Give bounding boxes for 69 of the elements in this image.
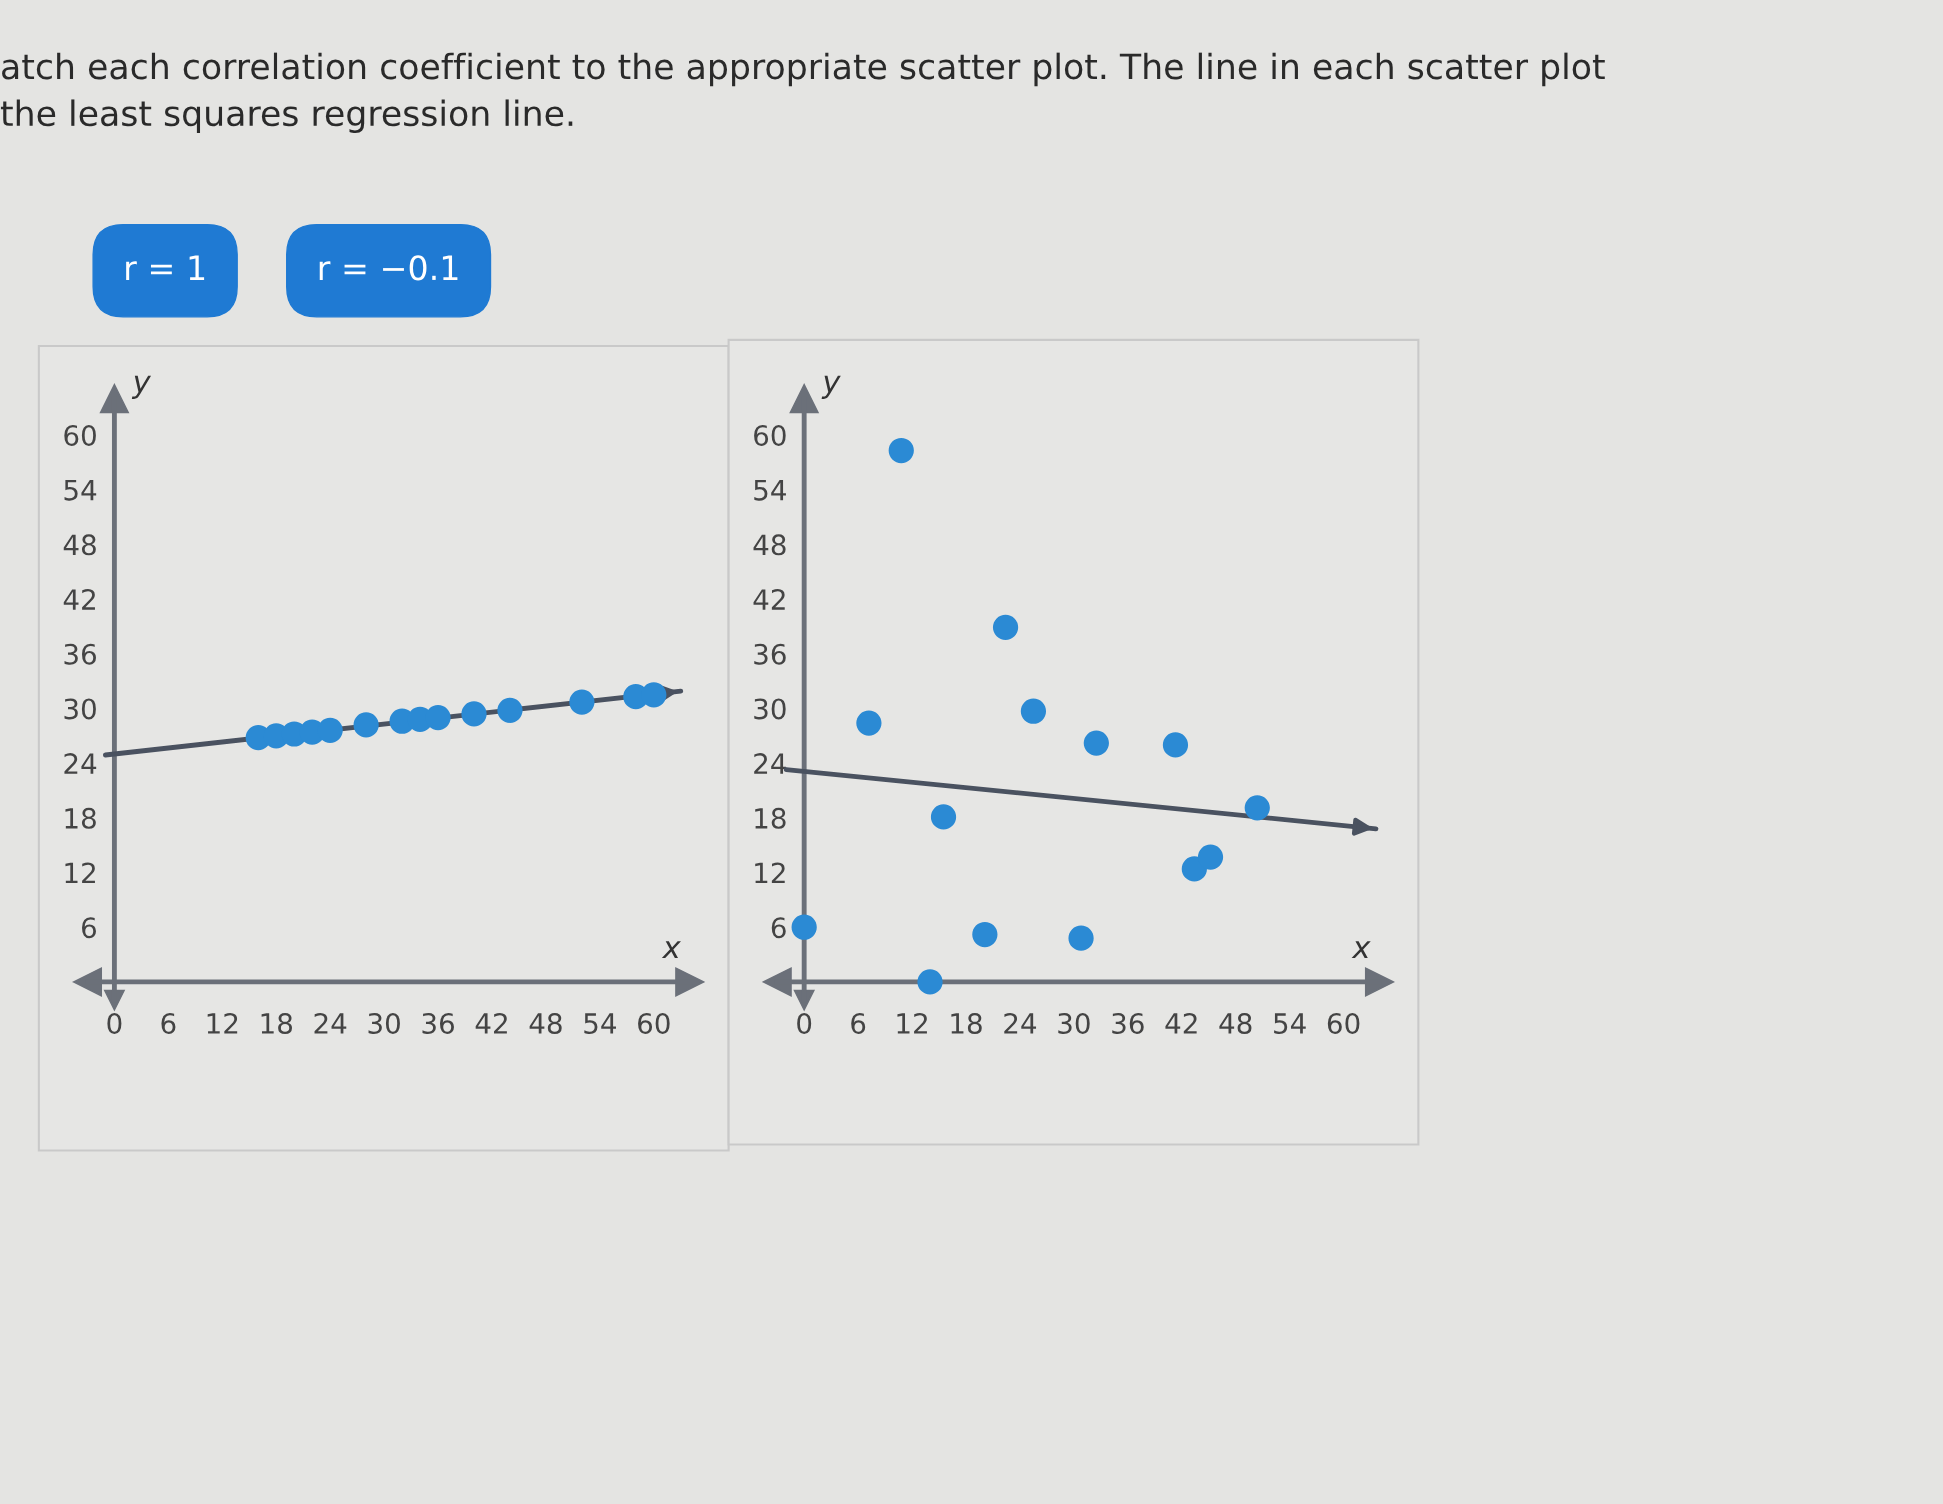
x-tick-label: 24: [1004, 1012, 1037, 1034]
point: [461, 701, 487, 727]
x-tick-label: 48: [1219, 1012, 1252, 1034]
point: [1197, 844, 1224, 870]
y-tick-label: 12: [755, 862, 785, 884]
point: [425, 704, 451, 731]
x-tick-label: 6: [161, 1012, 176, 1034]
y-tick-label: 30: [754, 698, 786, 720]
x-tick-label: 24: [314, 1012, 347, 1034]
text: atch each correlation coefficient to the appropriate scatter plot. The line in each scatter plot the least squares regression line.: [0, 52, 1605, 134]
text: r = 1: [126, 255, 205, 280]
y-tick-label: 6: [771, 917, 786, 939]
x-tick-label: 54: [584, 1013, 616, 1034]
x-tick-label: 6: [851, 1012, 866, 1034]
y-tick-label: 60: [64, 424, 96, 446]
y-tick-label: 18: [65, 807, 96, 829]
point: [353, 712, 379, 738]
x-axis-title: x: [661, 941, 681, 959]
x-tick-label: 0: [107, 1012, 122, 1034]
y-tick-label: 48: [753, 534, 786, 556]
point: [641, 682, 667, 708]
y-tick-label: 36: [64, 643, 96, 665]
x-tick-label: 30: [368, 1012, 400, 1034]
y-tick-label: 54: [64, 480, 97, 501]
point: [317, 717, 343, 743]
point: [992, 614, 1019, 640]
x-tick-label: 0: [797, 1012, 812, 1034]
x-tick-label: 12: [897, 1012, 927, 1034]
point: [791, 914, 817, 940]
y-tick-label: 42: [63, 589, 95, 610]
y-tick-label: 42: [753, 589, 785, 610]
point: [497, 697, 523, 723]
x-axis-title: x: [1351, 941, 1371, 959]
y-tick-label: 12: [65, 862, 95, 884]
point: [1020, 698, 1047, 724]
x-tick-label: 54: [1274, 1013, 1306, 1034]
point: [1162, 732, 1189, 758]
point: [1068, 925, 1094, 951]
point: [1244, 795, 1270, 821]
point: [569, 689, 595, 715]
y-axis-title: y: [821, 375, 841, 399]
x-tick-label: 42: [1165, 1012, 1197, 1034]
y-tick-label: 48: [63, 534, 96, 556]
point: [930, 804, 957, 830]
point: [888, 437, 914, 464]
point: [917, 969, 943, 995]
y-tick-label: 24: [64, 753, 97, 774]
point: [856, 710, 882, 736]
x-tick-label: 18: [261, 1012, 292, 1034]
y-tick-label: 30: [64, 698, 96, 720]
text: r = −0.1: [319, 255, 458, 281]
x-tick-label: 36: [1112, 1012, 1144, 1034]
x-tick-label: 18: [951, 1012, 982, 1034]
point: [1083, 730, 1109, 756]
x-tick-label: 42: [475, 1012, 507, 1034]
x-tick-label: 12: [207, 1012, 238, 1034]
x-tick-label: 30: [1058, 1012, 1090, 1034]
y-tick-label: 54: [754, 480, 786, 501]
x-tick-label: 60: [1327, 1012, 1360, 1034]
x-tick-label: 48: [529, 1012, 562, 1034]
point: [972, 921, 998, 948]
x-tick-label: 36: [422, 1012, 454, 1034]
x-tick-label: 60: [638, 1012, 670, 1034]
y-tick-label: 60: [754, 424, 786, 446]
y-axis-title: y: [131, 375, 152, 399]
y-tick-label: 24: [754, 753, 786, 774]
y-tick-label: 18: [755, 807, 786, 829]
y-tick-label: 6: [82, 917, 96, 939]
y-tick-label: 36: [754, 643, 786, 665]
